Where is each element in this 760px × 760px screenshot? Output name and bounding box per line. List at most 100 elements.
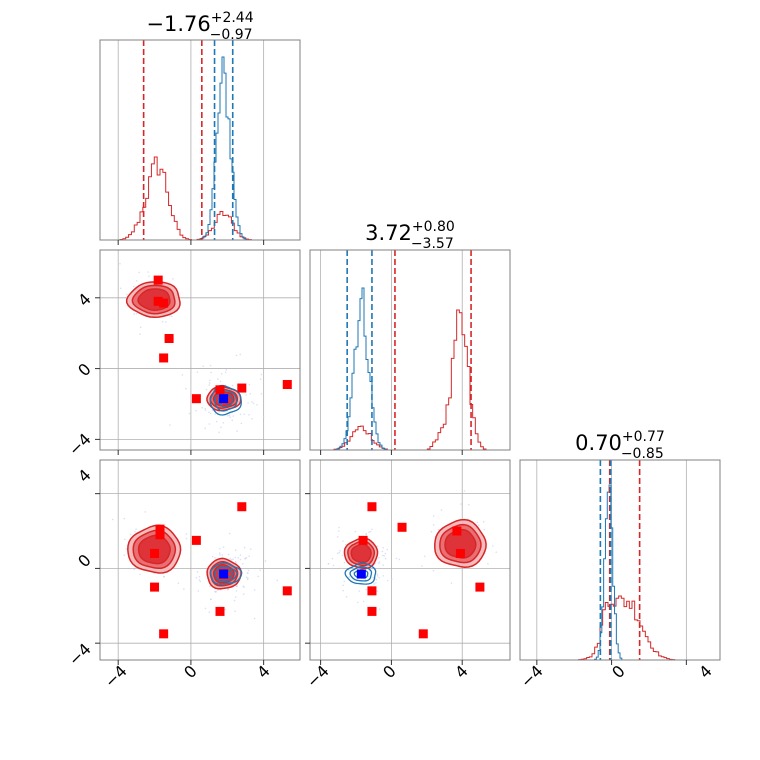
scatter-point <box>132 285 135 288</box>
scatter-point <box>230 558 233 561</box>
scatter-point <box>373 583 376 585</box>
y-tick-label: −4 <box>65 429 95 459</box>
contour-blue <box>217 393 234 408</box>
scatter-point <box>204 407 206 410</box>
scatter-point <box>222 546 225 548</box>
title-param-2-value: 3.72 <box>365 221 412 245</box>
scatter-point <box>365 533 368 536</box>
scatter-point <box>331 557 334 560</box>
scatter-point <box>376 545 379 548</box>
scatter-point <box>123 517 126 520</box>
scatter-point <box>236 430 238 432</box>
y-tick-label: 4 <box>74 289 95 310</box>
scatter-point <box>219 554 221 556</box>
scatter-point <box>253 589 256 591</box>
scatter-point <box>218 431 220 434</box>
scatter-point <box>352 571 355 573</box>
scatter-point <box>148 275 150 278</box>
scatter-point <box>196 571 199 573</box>
scatter-point <box>214 591 217 593</box>
scatter-point <box>162 575 165 578</box>
scatter-point <box>199 580 202 583</box>
scatter-point <box>183 588 185 590</box>
scatter-point <box>135 528 137 530</box>
scatter-point <box>343 580 346 583</box>
scatter-point <box>144 511 147 513</box>
scatter-point <box>348 569 350 571</box>
scatter-point <box>354 530 357 533</box>
title-param-3-minus: −0.85 <box>621 446 664 462</box>
red-square-marker <box>215 385 225 395</box>
scatter-point <box>235 585 238 588</box>
scatter-point <box>437 528 440 531</box>
x-tick-label: −4 <box>517 661 547 691</box>
scatter-point <box>337 530 340 532</box>
scatter-point <box>239 353 242 356</box>
panel-frame <box>309 459 511 661</box>
scatter-point <box>161 320 164 323</box>
y-tick-label: 0 <box>74 359 95 380</box>
scatter-point <box>463 490 466 492</box>
scatter-point <box>386 548 389 551</box>
scatter-point <box>224 608 227 611</box>
contour-blue <box>214 565 238 582</box>
scatter-point <box>391 578 393 581</box>
scatter-point <box>357 601 359 604</box>
contour-blue <box>344 562 377 585</box>
scatter-point <box>242 593 245 595</box>
red-square-marker <box>475 582 485 592</box>
scatter-point <box>450 582 453 584</box>
red-square-marker <box>153 275 163 285</box>
scatter-point <box>253 617 256 620</box>
scatter-point <box>229 557 231 560</box>
frames-layer <box>99 39 721 661</box>
scatter-point <box>248 413 250 416</box>
x-tick-label: 4 <box>451 661 472 682</box>
red-square-marker <box>455 548 465 558</box>
scatter-point <box>234 596 237 598</box>
scatter-point <box>251 417 253 420</box>
scatter-point <box>367 575 370 577</box>
scatter-point <box>205 388 208 391</box>
scatter-point <box>227 553 230 556</box>
scatter-point <box>378 608 381 610</box>
scatter-point <box>124 538 126 541</box>
histogram-blue <box>100 56 300 241</box>
scatter-point <box>382 575 385 577</box>
red-square-marker <box>367 586 377 596</box>
scatter-point <box>276 579 279 582</box>
scatter-point <box>234 560 237 563</box>
scatter-point <box>208 423 211 425</box>
scatter-point <box>247 402 249 404</box>
scatter-point <box>342 584 345 587</box>
scatter-point <box>214 413 216 415</box>
scatter-point <box>208 382 211 384</box>
scatter-point <box>495 551 498 553</box>
histogram-red <box>520 595 720 661</box>
scatter-point <box>376 575 379 577</box>
scatter-point <box>239 554 242 556</box>
scatter-point <box>336 536 339 538</box>
scatter-point <box>341 554 344 557</box>
scatter-point <box>234 610 236 613</box>
scatter-point <box>227 414 229 417</box>
scatter-point <box>185 387 187 390</box>
histogram-blue <box>310 287 510 451</box>
title-param-1-plus: +2.44 <box>211 10 254 26</box>
scatter-point <box>358 590 361 592</box>
scatter-point <box>232 558 234 560</box>
scatter-point <box>235 562 238 564</box>
scatter-point <box>169 424 171 426</box>
scatter-point <box>233 599 236 602</box>
scatter-point <box>134 530 136 533</box>
scatter-point <box>247 569 250 572</box>
red-square-marker <box>282 380 292 390</box>
scatter-point <box>252 402 255 405</box>
scatter-point <box>342 540 344 542</box>
data-layer <box>100 40 720 661</box>
scatter-point <box>222 422 225 424</box>
scatter-point <box>251 401 253 403</box>
scatter-point <box>209 598 212 601</box>
scatter-point <box>259 378 262 380</box>
